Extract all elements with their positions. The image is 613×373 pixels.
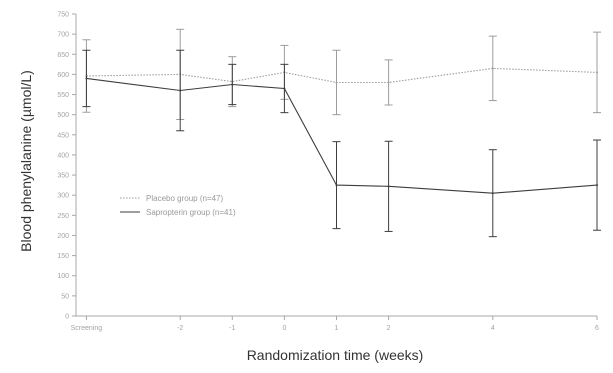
y-tick-label: 650 <box>57 52 69 59</box>
data-point <box>335 81 338 84</box>
legend: Placebo group (n=47) Sapropterin group (… <box>120 194 236 217</box>
y-tick-label: 200 <box>57 233 69 240</box>
y-tick-label: 500 <box>57 112 69 119</box>
y-tick-label: 550 <box>57 92 69 99</box>
x-ticks: Screening -2 -1 0 1 2 4 6 <box>71 316 599 332</box>
legend-label-placebo: Placebo group (n=47) <box>146 194 224 203</box>
y-tick-label: 300 <box>57 193 69 200</box>
data-point <box>335 184 338 187</box>
data-point <box>85 77 88 80</box>
data-point <box>596 71 598 74</box>
data-point <box>179 89 182 92</box>
y-tick-label: 450 <box>57 132 69 139</box>
data-point <box>283 87 286 90</box>
x-tick-label: 6 <box>595 325 599 332</box>
y-ticks: 0 50 100 150 200 250 300 350 400 450 500 550 600 650 7… <box>57 12 76 321</box>
y-tick-label: 150 <box>57 253 69 260</box>
y-tick-label: 750 <box>57 12 69 19</box>
y-tick-label: 700 <box>57 32 69 39</box>
data-point <box>387 81 390 84</box>
y-tick-label: 250 <box>57 213 69 220</box>
y-tick-label: 0 <box>65 314 69 321</box>
plot-area: 0 50 100 150 200 250 300 350 400 450 500 550 600 650 7… <box>57 12 601 332</box>
x-tick-label: 4 <box>491 325 495 332</box>
x-tick-label: 1 <box>335 325 339 332</box>
data-point <box>231 83 234 86</box>
y-axis-title: Blood phenylalanine (µmol/L) <box>18 70 34 252</box>
x-tick-label: Screening <box>71 325 103 332</box>
series-layer <box>82 28 601 238</box>
x-tick-label: 2 <box>387 325 391 332</box>
x-tick-label: 0 <box>282 325 286 332</box>
y-tick-label: 100 <box>57 273 69 280</box>
y-tick-label: 50 <box>61 293 69 300</box>
data-point <box>491 192 494 195</box>
x-axis-title: Randomization time (weeks) <box>247 347 424 363</box>
data-point <box>596 184 598 187</box>
legend-label-sapropterin: Sapropterin group (n=41) <box>146 208 236 217</box>
series-line-0 <box>86 67 598 84</box>
x-tick-label: -1 <box>229 325 235 332</box>
series-line-1 <box>86 77 598 194</box>
data-point <box>491 67 494 70</box>
y-tick-label: 400 <box>57 152 69 159</box>
x-tick-label: -2 <box>177 325 183 332</box>
data-point <box>387 185 390 188</box>
y-tick-label: 600 <box>57 72 69 79</box>
y-tick-label: 350 <box>57 173 69 180</box>
